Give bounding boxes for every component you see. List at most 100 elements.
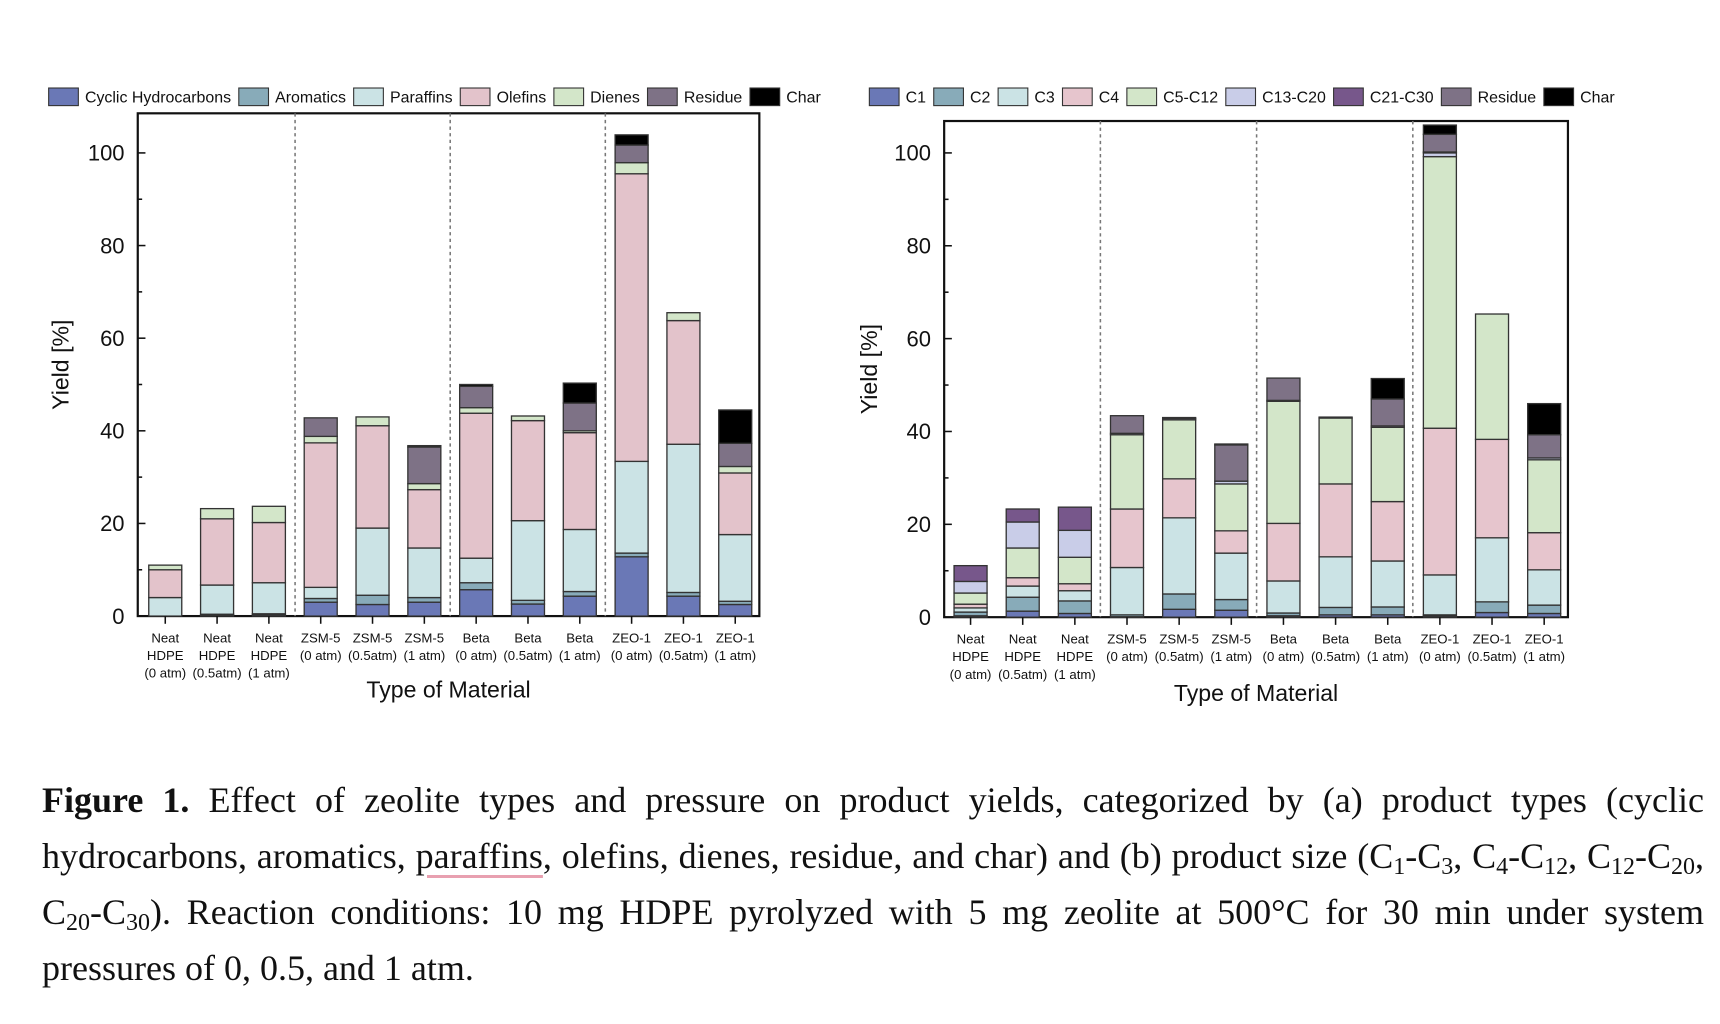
x-tick-label: (0.5atm) xyxy=(193,666,242,681)
x-tick-label: (0 atm) xyxy=(950,667,992,682)
bar-segment-c13-c20 xyxy=(1318,416,1353,419)
legend-swatch xyxy=(238,87,270,107)
bar-segment-c3 xyxy=(1057,590,1093,602)
x-tick-label: Beta xyxy=(1270,632,1298,647)
legend-label: C2 xyxy=(970,89,991,106)
bar-stack xyxy=(953,564,988,618)
x-tick-label: ZEO-1 xyxy=(1473,632,1512,647)
bar-segment-olefins xyxy=(614,173,649,463)
bar-segment-c4 xyxy=(1266,522,1301,582)
bar-segment-aromatics xyxy=(458,582,494,591)
bar-segment-paraffins xyxy=(148,596,183,617)
legend-label: Cyclic Hydrocarbons xyxy=(85,89,231,106)
x-tick-label: (1 atm) xyxy=(403,648,445,663)
bar-segment-c2 xyxy=(1370,606,1405,616)
bar-segment-paraffins xyxy=(666,443,701,594)
bar-segment-paraffins xyxy=(303,586,338,600)
legend-swatch xyxy=(1225,87,1257,107)
bar-segment-olefins xyxy=(510,419,546,522)
bar-segment-c5-c12 xyxy=(1318,417,1353,485)
bar-segment-c2 xyxy=(1214,598,1249,611)
x-tick-label: Beta xyxy=(514,630,542,645)
bar-segment-olefins xyxy=(303,442,338,589)
bar-segment-dienes xyxy=(407,482,442,491)
bar-stack xyxy=(666,312,701,617)
bar-segment-paraffins xyxy=(355,527,390,596)
bar-stack xyxy=(1109,415,1145,618)
x-tick-label: HDPE xyxy=(1057,649,1094,664)
bar-segment-char xyxy=(1214,443,1249,446)
bar-stack xyxy=(199,507,235,617)
bar-segment-olefins xyxy=(407,488,442,549)
bar-segment-residue xyxy=(1161,416,1197,420)
bar-segment-olefins xyxy=(148,569,183,599)
x-axis-title: Type of Material xyxy=(1174,680,1338,706)
subscript: 4 xyxy=(1496,854,1509,880)
caption-text: ). Reaction conditions: 10 mg HDPE pyrol… xyxy=(42,892,1704,988)
bar-segment-dienes xyxy=(510,415,546,422)
legend-swatch xyxy=(933,87,964,107)
bar-segment-residue xyxy=(1266,377,1301,402)
x-tick-label: (0.5atm) xyxy=(1467,649,1516,664)
bar-segment-residue xyxy=(614,144,649,164)
x-tick-label: ZEO-1 xyxy=(612,630,651,645)
bar-stack xyxy=(614,134,649,617)
bar-segment-paraffins xyxy=(251,582,287,615)
bar-segment-c5-c12 xyxy=(1161,419,1197,480)
bar-segment-c5-c12 xyxy=(1214,483,1249,532)
bar-segment-cyclic-hydrocarbons xyxy=(718,603,753,617)
y-tick-label: 20 xyxy=(100,511,124,536)
x-tick-label: ZEO-1 xyxy=(664,630,703,645)
bar-segment-residue xyxy=(407,446,442,485)
x-tick-label: (0.5atm) xyxy=(998,667,1047,682)
bar-segment-paraffins xyxy=(562,528,597,593)
bar-segment-c1 xyxy=(1474,611,1510,618)
bar-segment-olefins xyxy=(199,518,235,586)
bar-stack xyxy=(458,383,494,617)
bar-segment-c13-c20 xyxy=(953,580,988,594)
x-tick-label: (1 atm) xyxy=(714,648,756,663)
bar-stack xyxy=(1527,402,1562,618)
x-tick-label: (0 atm) xyxy=(455,648,497,663)
legend-label: C4 xyxy=(1099,89,1120,106)
bar-segment-c13-c20 xyxy=(1005,521,1040,549)
x-tick-label: ZSM-5 xyxy=(405,630,445,645)
bar-segment-c4 xyxy=(1370,500,1405,562)
bar-segment-olefins xyxy=(355,425,390,529)
bar-segment-dienes xyxy=(458,406,494,414)
subscript: 3 xyxy=(1441,854,1454,880)
bar-segment-c3 xyxy=(1474,537,1510,603)
bar-segment-residue xyxy=(1214,444,1249,482)
bar-segment-dienes xyxy=(718,465,753,474)
x-tick-label: ZSM-5 xyxy=(1212,632,1252,647)
bar-segment-cyclic-hydrocarbons xyxy=(562,595,597,617)
y-tick-label: 40 xyxy=(100,419,124,444)
bar-segment-c4 xyxy=(1161,478,1197,519)
bar-segment-c4 xyxy=(1109,508,1145,569)
bar-segment-char xyxy=(407,444,442,448)
bar-segment-c5-c12 xyxy=(1005,547,1040,579)
bar-segment-residue xyxy=(562,402,597,432)
legend-swatch xyxy=(868,87,900,107)
subscript: 20 xyxy=(1670,854,1695,880)
bar-stack xyxy=(1005,508,1040,618)
bar-segment-paraffins xyxy=(614,460,649,554)
legend-swatch xyxy=(1061,87,1093,107)
legend-swatch xyxy=(1440,87,1472,107)
bar-segment-char xyxy=(562,382,597,404)
x-tick-label: (0.5atm) xyxy=(1311,649,1360,664)
bar-stack xyxy=(355,416,390,617)
x-tick-label: (0 atm) xyxy=(144,666,186,681)
bar-segment-c5-c12 xyxy=(1474,313,1510,441)
legend-label: C3 xyxy=(1034,89,1055,106)
bar-segment-residue xyxy=(458,385,494,409)
x-tick-label: (0.5atm) xyxy=(659,648,708,663)
bar-segment-olefins xyxy=(251,521,287,584)
plot-frame xyxy=(136,112,761,618)
bar-segment-c4 xyxy=(1527,532,1562,571)
x-tick-label: Neat xyxy=(203,630,231,645)
legend-label: Paraffins xyxy=(390,89,453,106)
bar-segment-c3 xyxy=(1005,585,1040,598)
x-tick-label: Neat xyxy=(1061,632,1089,647)
bar-segment-olefins xyxy=(458,412,494,559)
